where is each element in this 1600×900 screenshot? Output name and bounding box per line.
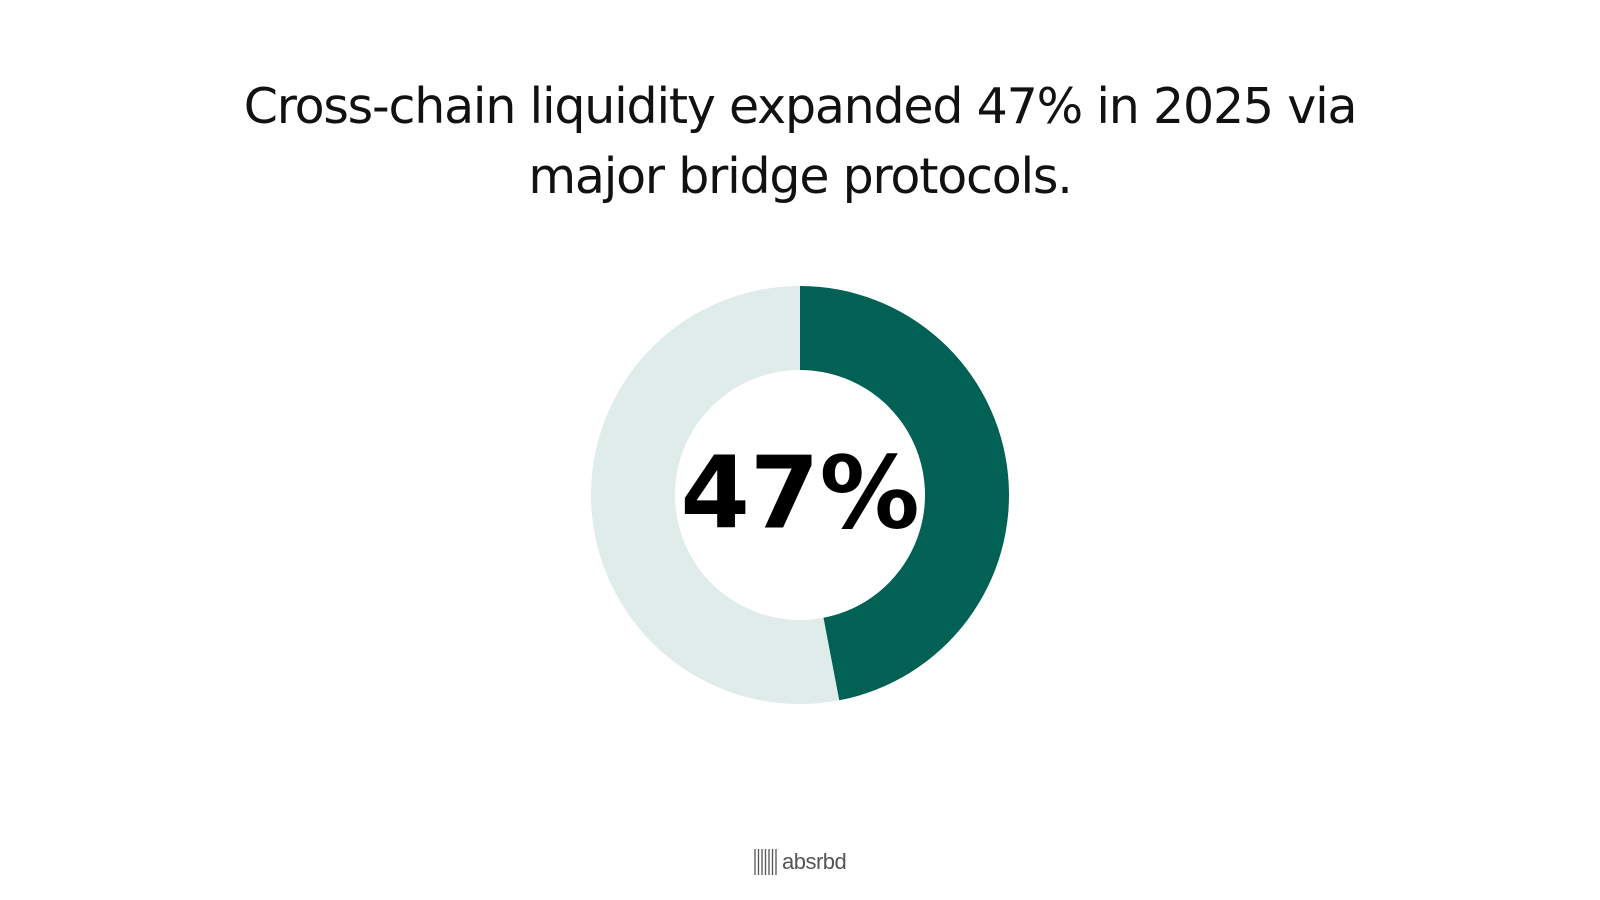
donut-segment: [800, 286, 1009, 701]
donut-segment: [591, 286, 840, 704]
brand-logo: absrbd: [754, 848, 847, 876]
chart-title: Cross-chain liquidity expanded 47% in 20…: [243, 78, 1358, 205]
brand-name: absrbd: [782, 849, 847, 874]
center-label: 47%: [680, 434, 919, 551]
logo-icon: [754, 849, 777, 875]
